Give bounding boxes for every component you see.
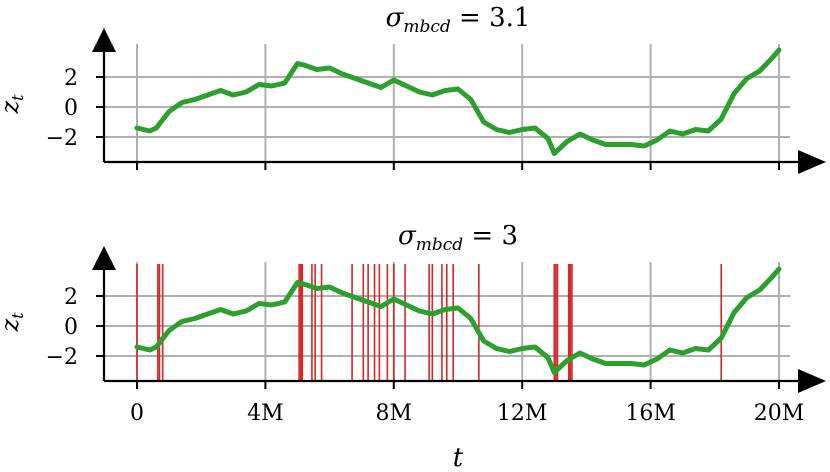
top-y-tick-label-0: 2: [64, 66, 78, 91]
bottom-plot-panel: 2 0 −2 0 4M 8M 12M 16M 20M σmbcd = 3 zt t: [0, 221, 826, 472]
bottom-y-tick-labels: 2 0 −2: [46, 285, 78, 370]
bottom-event-lines: [136, 264, 723, 381]
x-tick-label-4: 16M: [625, 401, 676, 426]
top-y-tick-labels: 2 0 −2: [46, 66, 78, 151]
x-tick-label-1: 4M: [247, 401, 284, 426]
bottom-y-tick-label-2: −2: [46, 345, 78, 370]
bottom-x-axis-arrow: [798, 369, 826, 393]
top-title-value: 3.1: [489, 3, 530, 33]
bottom-chart-title: σmbcd = 3: [398, 221, 518, 255]
bottom-y-tick-label-1: 0: [64, 315, 78, 340]
top-series-group: [134, 47, 782, 156]
bottom-axes: [92, 246, 826, 393]
top-y-axis-label: zt: [0, 94, 27, 115]
bottom-y-tick-label-0: 2: [64, 285, 78, 310]
x-axis-label: t: [453, 443, 464, 472]
bottom-x-tick-labels: 0 4M 8M 12M 16M 20M: [130, 401, 804, 426]
top-y-tick-label-1: 0: [64, 96, 78, 121]
top-axes: [92, 28, 826, 174]
x-tick-label-2: 8M: [376, 401, 413, 426]
bottom-series-group: [134, 266, 782, 375]
top-x-axis-arrow: [798, 150, 826, 174]
x-tick-label-3: 12M: [497, 401, 548, 426]
x-tick-label-5: 20M: [754, 401, 805, 426]
bottom-series-line-0: [134, 266, 782, 375]
bottom-title-value: 3: [501, 221, 518, 251]
x-tick-label-0: 0: [130, 401, 144, 426]
top-y-tick-label-2: −2: [46, 126, 78, 151]
top-plot-panel: 2 0 −2 σmbcd = 3.1 zt: [0, 3, 826, 174]
top-chart-title: σmbcd = 3.1: [386, 3, 531, 37]
top-y-axis-arrow: [92, 28, 116, 52]
top-gridlines: [104, 44, 790, 162]
bottom-y-axis-arrow: [92, 246, 116, 270]
bottom-y-axis-label: zt: [0, 312, 27, 333]
top-series-line-0: [134, 47, 782, 156]
